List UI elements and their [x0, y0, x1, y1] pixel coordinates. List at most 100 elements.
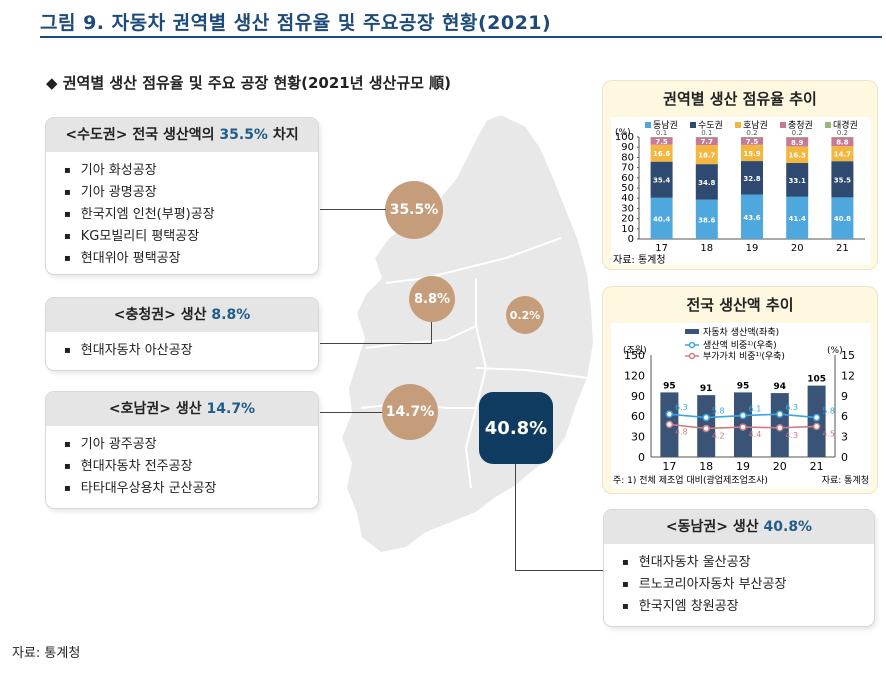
y-tick-label-left: 120 — [624, 369, 645, 382]
data-label: 34.8 — [698, 179, 715, 187]
x-tick-label: 18 — [699, 460, 713, 473]
title-rule — [40, 36, 882, 38]
bar-segment-수도권 — [650, 161, 673, 198]
y-tick-label-left: 30 — [631, 431, 645, 444]
y-tick-label: 60 — [621, 173, 634, 184]
line-value-label: 5.8 — [712, 407, 725, 416]
list-item: 현대위아 평택공장 — [64, 248, 318, 270]
line-value-label: 4.8 — [675, 427, 688, 436]
bar-segment-대경권 — [741, 137, 763, 138]
x-tick-label: 20 — [773, 460, 787, 473]
line-value-label: 4.5 — [822, 429, 835, 438]
line-point — [776, 410, 784, 418]
bar-segment-동남권 — [786, 196, 809, 239]
data-label: 0.1 — [656, 129, 667, 137]
legend-label: 충청권 — [788, 119, 813, 131]
bar-segment-대경권 — [786, 137, 809, 138]
data-label: 0.2 — [837, 129, 848, 137]
share-chart: 동남권 수도권 호남권 충청권 대경권(%)0102030405060708090100… — [613, 119, 865, 266]
legend-swatch — [685, 329, 699, 334]
region-card-header: <동남권> 생산 40.8% — [604, 510, 874, 544]
bar-segment-수도권 — [786, 163, 809, 197]
bar-segment-수도권 — [831, 161, 854, 198]
y-unit-right: (%) — [827, 346, 843, 356]
production-chart-title: 전국 생산액 추이 — [686, 296, 794, 314]
legend-swatch — [690, 122, 696, 128]
bar-segment-호남권 — [695, 145, 718, 165]
data-label: 0.2 — [746, 129, 757, 137]
region-card-sudo: <수도권> 전국 생산액의 35.5% 차지 기아 화성공장 기아 광명공장 한… — [46, 118, 318, 274]
data-label: 40.8 — [834, 215, 851, 223]
line-point — [739, 411, 747, 420]
y-tick-label-right: 15 — [841, 349, 855, 362]
line-point — [812, 413, 821, 422]
bar-value-label: 95 — [663, 381, 676, 391]
production-chart-box: 전국 생산액 추이 자동차 생산액(좌축) 생산액 비중¹⁾(우축) 부가가치 비중… — [602, 286, 878, 494]
data-label: 7.5 — [746, 138, 759, 146]
chart-note: 주: 1) 전체 제조업 대비(광업제조업조사) — [613, 474, 768, 486]
y-tick-label-right: 12 — [841, 369, 855, 382]
bar-value-label: 105 — [807, 375, 826, 385]
bar-segment-대경권 — [831, 137, 854, 138]
data-label: 32.8 — [743, 175, 760, 183]
y-tick-label-right: 3 — [841, 431, 848, 444]
legend-marker — [688, 341, 696, 349]
y-tick-label: 100 — [615, 132, 634, 143]
bar-segment-수도권 — [741, 161, 763, 195]
line-value-label: 4.2 — [712, 431, 725, 440]
bar-segment-충청권 — [741, 137, 763, 145]
region-card-header: <충청권> 생산 8.8% — [46, 298, 318, 332]
region-card-chungcheong: <충청권> 생산 8.8% 현대자동차 아산공장 — [46, 298, 318, 370]
bar-segment-대경권 — [695, 137, 718, 138]
figure-title: 그림 9. 자동차 권역별 생산 점유율 및 주요공장 현황(2021) — [40, 12, 552, 34]
korea-map — [339, 112, 596, 555]
y-tick-label: 10 — [621, 224, 634, 235]
list-item: 현대자동차 전주공장 — [64, 456, 318, 478]
legend-swatch — [780, 122, 786, 128]
list-item: 현대자동차 아산공장 — [64, 340, 318, 362]
share-chart-box: 권역별 생산 점유율 추이 동남권 수도권 호남권 충청권 대경권 (%) 0 10 20 30 4… — [602, 80, 878, 270]
bubble-dongnam: 40.8% — [479, 392, 553, 464]
x-tick-label: 17 — [662, 460, 676, 473]
data-label: 14.7 — [834, 151, 851, 159]
data-label: 0.2 — [792, 129, 803, 137]
data-label: 8.9 — [791, 139, 804, 147]
data-label: 7.7 — [701, 138, 714, 146]
region-card-header: <수도권> 전국 생산액의 35.5% 차지 — [46, 118, 318, 152]
data-label: 38.6 — [698, 216, 715, 224]
map-shape — [339, 112, 596, 555]
line-point — [702, 413, 710, 422]
line-value-label: 4.3 — [785, 431, 798, 440]
region-card-dongnam: <동남권> 생산 40.8% 현대자동차 울산공장 르노코리아자동차 부산공장 … — [604, 510, 874, 626]
y-tick-label-left: 60 — [631, 410, 645, 423]
legend-label: 생산액 비중¹⁾(우축) — [703, 339, 777, 351]
legend-label: 동남권 — [653, 119, 678, 131]
legend-swatch — [645, 122, 651, 128]
list-item: KG모빌리티 평택공장 — [64, 226, 318, 248]
line-point — [702, 424, 710, 433]
x-tick-label: 21 — [836, 243, 849, 254]
line-value-label: 5.8 — [822, 407, 835, 416]
legend-label: 수도권 — [698, 119, 723, 131]
y-unit-left: (조원) — [623, 345, 647, 356]
y-tick-label-right: 6 — [841, 410, 848, 423]
list-item: 르노코리아자동차 부산공장 — [622, 574, 874, 596]
data-label: 35.5 — [834, 176, 851, 184]
line-value-label: 6.1 — [749, 405, 762, 414]
connector-sudo — [320, 209, 386, 210]
bar-value-label: 95 — [737, 381, 750, 391]
data-label: 8.8 — [836, 139, 849, 147]
data-label: 0.1 — [701, 129, 712, 137]
line-point — [776, 424, 784, 432]
list-item: 기아 광명공장 — [64, 182, 318, 204]
y-tick-label: 30 — [621, 203, 634, 214]
y-tick-label: 90 — [621, 142, 634, 153]
x-tick-label: 17 — [655, 243, 668, 254]
connector-chungcheong-h — [320, 343, 432, 344]
data-label: 7.5 — [655, 138, 668, 146]
x-tick-label: 21 — [810, 460, 824, 473]
data-label: 35.4 — [653, 177, 670, 185]
line-value-label: 6.3 — [785, 403, 798, 412]
source-note: 자료: 통계청 — [12, 646, 81, 661]
list-item: 한국지엠 창원공장 — [622, 596, 874, 618]
